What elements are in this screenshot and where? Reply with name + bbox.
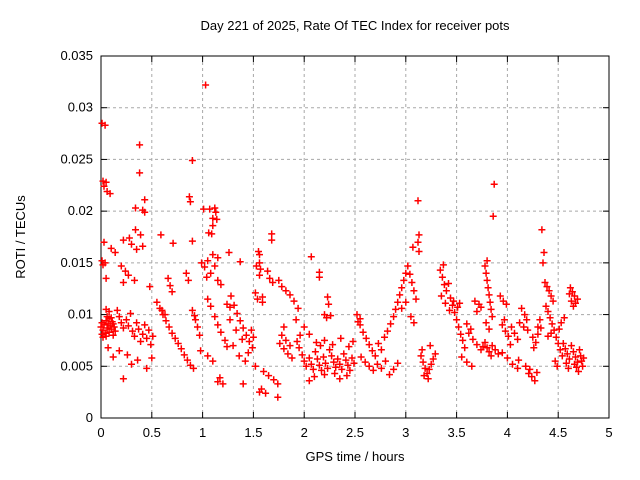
x-tick-label: 0.5 <box>143 425 161 440</box>
y-tick-label: 0.035 <box>60 48 93 63</box>
x-axis-label: GPS time / hours <box>306 449 405 464</box>
y-tick-label: 0 <box>86 410 93 425</box>
y-tick-label: 0.015 <box>60 255 93 270</box>
x-tick-label: 4.5 <box>549 425 567 440</box>
tick-labels: 0 0.5 1 1.5 2 2.5 3 3.5 4 4.5 5 0 0.005 0.01 0.015 0.02… <box>60 48 612 440</box>
y-tick-label: 0.02 <box>68 203 93 218</box>
scatter-plus-markers <box>97 81 588 401</box>
y-tick-label: 0.025 <box>60 151 93 166</box>
plot-border <box>100 55 610 419</box>
x-tick-label: 3 <box>402 425 409 440</box>
y-axis-label: ROTI / TECUs <box>13 195 28 279</box>
x-tick-label: 0 <box>97 425 104 440</box>
x-tick-label: 2.5 <box>346 425 364 440</box>
x-tick-label: 5 <box>605 425 612 440</box>
x-tick-label: 3.5 <box>448 425 466 440</box>
x-tick-label: 4 <box>504 425 511 440</box>
chart-title: Day 221 of 2025, Rate Of TEC Index for r… <box>200 18 510 33</box>
x-tick-label: 1 <box>199 425 206 440</box>
x-tick-label: 2 <box>301 425 308 440</box>
y-tick-label: 0.005 <box>60 358 93 373</box>
data-points <box>97 81 588 401</box>
x-tick-label: 1.5 <box>244 425 262 440</box>
y-tick-label: 0.03 <box>68 100 93 115</box>
y-tick-label: 0.01 <box>68 307 93 322</box>
